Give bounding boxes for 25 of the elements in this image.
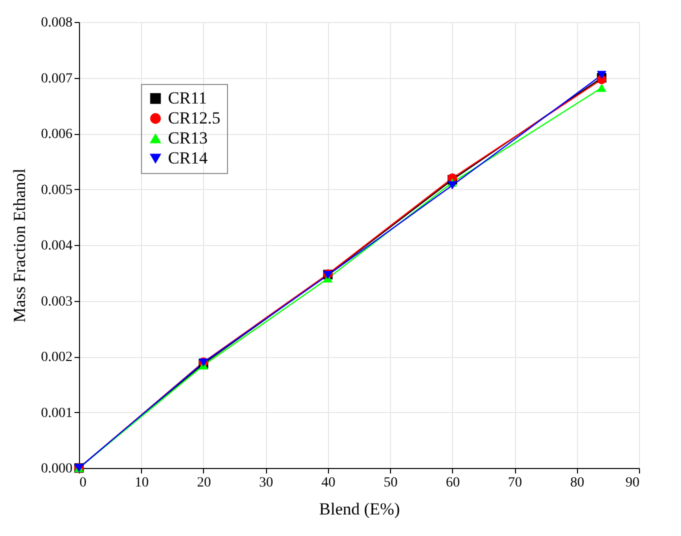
y-tick-label: 0.007 (41, 71, 72, 86)
legend-label: CR11 (168, 88, 208, 108)
legend-label: CR13 (168, 128, 208, 148)
y-tick-label: 0.005 (41, 182, 72, 198)
y-tick-label: 0.006 (41, 127, 72, 142)
y-tick-label: 0.002 (41, 350, 72, 365)
x-tick-label: 40 (321, 476, 336, 490)
x-tick-label: 70 (508, 476, 522, 490)
x-tick-label: 30 (259, 476, 274, 490)
x-tick-label: 0 (80, 476, 86, 490)
legend-label: CR14 (168, 148, 208, 168)
x-tick-label: 80 (570, 476, 584, 490)
x-tick-label: 50 (384, 476, 398, 490)
y-tick-label: 0.008 (41, 16, 72, 30)
y-axis-title: Mass Fraction Ethanol (10, 168, 29, 322)
x-axis-title: Blend (E%) (319, 500, 400, 518)
x-tick-label: 90 (626, 476, 640, 490)
x-tick-label: 20 (196, 476, 211, 490)
y-tick-label: 0.000 (41, 462, 72, 476)
y-tick-label: 0.003 (41, 294, 72, 310)
y-tick-label: 0.004 (41, 238, 72, 254)
y-tick-label: 0.001 (41, 406, 72, 421)
legend-label: CR12.5 (168, 108, 220, 128)
x-tick-label: 60 (446, 476, 460, 490)
x-tick-label: 10 (134, 476, 149, 490)
